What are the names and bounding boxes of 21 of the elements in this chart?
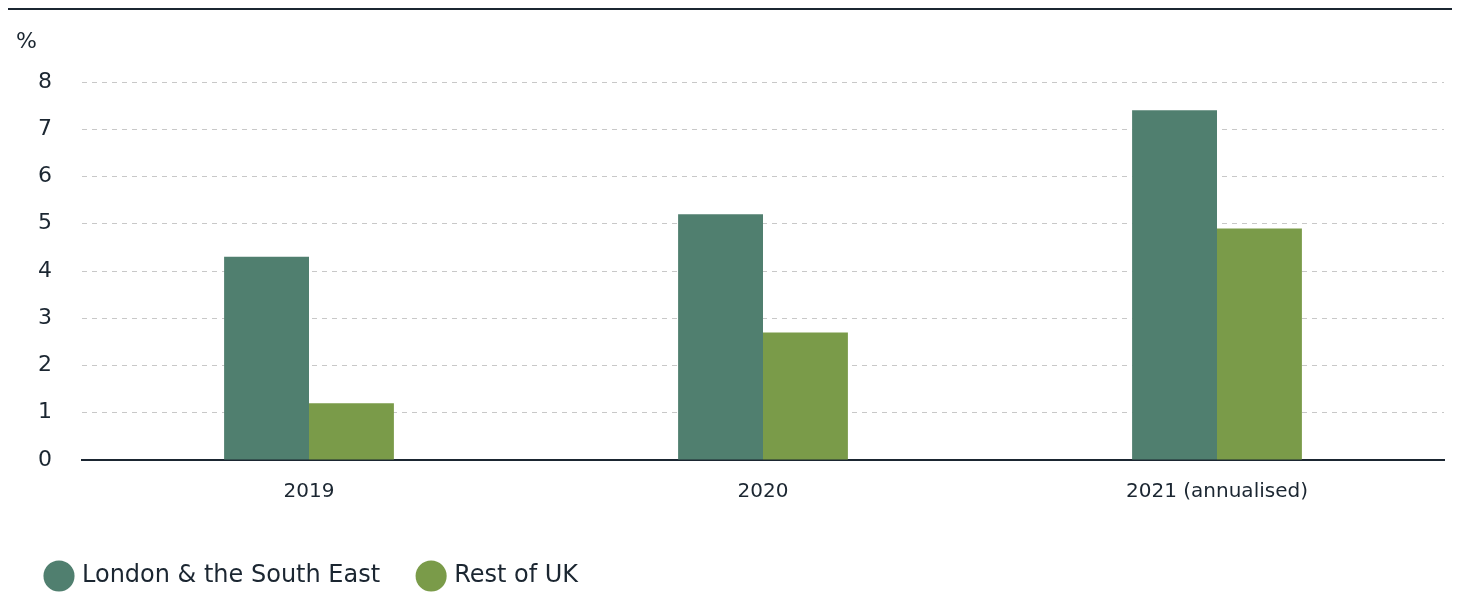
legend-label: London & the South East (82, 560, 381, 589)
legend-label: Rest of UK (454, 560, 580, 589)
y-tick-label: 6 (38, 162, 52, 188)
y-tick-label: 4 (38, 256, 52, 282)
bar (678, 214, 763, 460)
x-tick-label: 2019 (283, 478, 335, 503)
y-tick-label: 0 (38, 445, 52, 471)
bar (1217, 228, 1302, 460)
bar (763, 332, 848, 460)
bar (224, 256, 309, 460)
y-tick-label: 7 (38, 114, 52, 140)
bar (1132, 110, 1217, 460)
y-tick-label: 8 (38, 67, 52, 93)
y-tick-label: 1 (38, 398, 52, 424)
x-tick-label: 2021 (annualised) (1126, 478, 1308, 503)
x-tick-label: 2020 (737, 478, 789, 503)
y-tick-label: 5 (38, 209, 52, 235)
bar (309, 403, 394, 460)
y-axis-title: % (16, 28, 37, 53)
y-tick-label: 3 (38, 303, 52, 329)
y-tick-label: 2 (38, 351, 52, 377)
